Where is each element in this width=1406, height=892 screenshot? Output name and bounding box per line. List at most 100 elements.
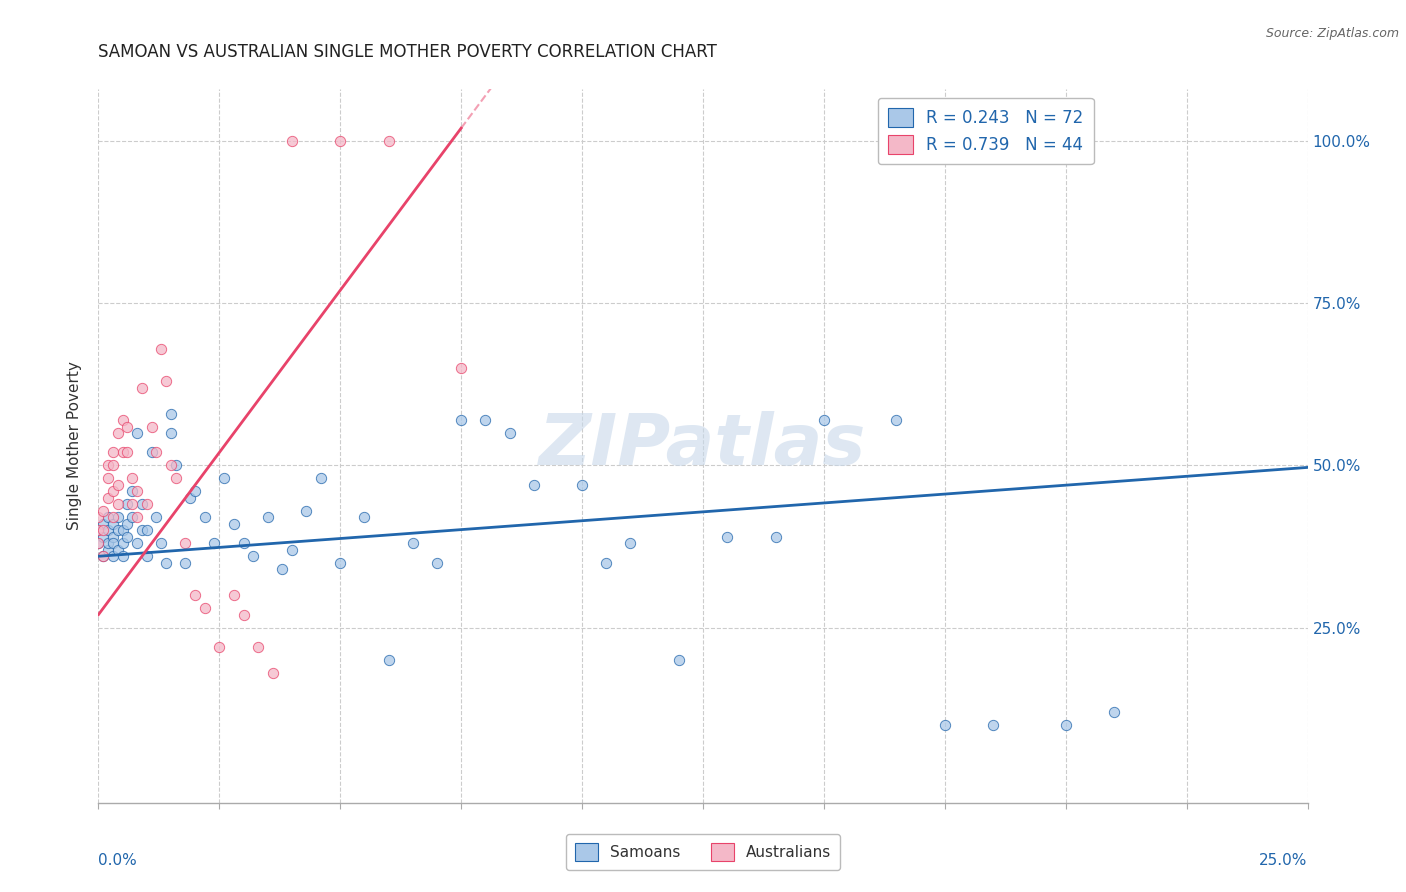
Point [91, 504, 114, 518]
Point [101, 536, 124, 550]
Point [981, 718, 1004, 732]
Point [117, 530, 139, 544]
Point [101, 516, 124, 531]
Point [247, 640, 270, 654]
Point [232, 536, 254, 550]
Text: SAMOAN VS AUSTRALIAN SINGLE MOTHER POVERTY CORRELATION CHART: SAMOAN VS AUSTRALIAN SINGLE MOTHER POVER… [98, 43, 717, 61]
Point [101, 530, 124, 544]
Point [281, 542, 304, 557]
Point [121, 484, 143, 499]
Point [1102, 705, 1125, 719]
Point [402, 536, 425, 550]
Point [101, 484, 124, 499]
Point [595, 556, 617, 570]
Point [107, 425, 129, 440]
Point [232, 607, 254, 622]
Text: 0.0%: 0.0% [98, 853, 138, 868]
Point [184, 588, 207, 602]
Point [174, 536, 197, 550]
Point [174, 556, 197, 570]
Point [121, 510, 143, 524]
Point [101, 549, 124, 564]
Point [450, 361, 472, 376]
Point [107, 510, 129, 524]
Point [523, 478, 546, 492]
Point [87, 510, 110, 524]
Point [121, 471, 143, 485]
Point [155, 374, 177, 388]
Point [97, 471, 120, 485]
Point [107, 478, 129, 492]
Y-axis label: Single Mother Poverty: Single Mother Poverty [67, 361, 83, 531]
Point [242, 549, 264, 564]
Point [256, 510, 278, 524]
Point [145, 510, 167, 524]
Point [107, 497, 129, 511]
Point [426, 556, 449, 570]
Point [281, 134, 304, 148]
Point [111, 549, 134, 564]
Point [91, 530, 114, 544]
Point [262, 666, 284, 681]
Point [160, 458, 183, 473]
Point [101, 445, 124, 459]
Point [212, 471, 235, 485]
Point [934, 718, 956, 732]
Point [165, 471, 187, 485]
Point [450, 413, 472, 427]
Point [111, 445, 134, 459]
Point [179, 491, 201, 505]
Point [329, 134, 352, 148]
Point [571, 478, 593, 492]
Point [160, 407, 183, 421]
Point [131, 497, 153, 511]
Point [765, 530, 787, 544]
Point [87, 536, 110, 550]
Text: Source: ZipAtlas.com: Source: ZipAtlas.com [1265, 27, 1399, 40]
Point [97, 510, 120, 524]
Point [165, 458, 187, 473]
Point [127, 484, 149, 499]
Point [97, 491, 120, 505]
Point [135, 497, 157, 511]
Point [160, 425, 183, 440]
Point [117, 497, 139, 511]
Point [101, 510, 124, 524]
Point [87, 536, 110, 550]
Point [150, 536, 173, 550]
Point [87, 524, 110, 538]
Point [716, 530, 738, 544]
Point [329, 556, 352, 570]
Point [91, 516, 114, 531]
Text: ZIPatlas: ZIPatlas [540, 411, 866, 481]
Point [1054, 718, 1077, 732]
Point [135, 549, 157, 564]
Point [117, 516, 139, 531]
Point [91, 549, 114, 564]
Point [91, 524, 114, 538]
Text: 25.0%: 25.0% [1260, 853, 1308, 868]
Point [150, 342, 173, 356]
Point [208, 640, 231, 654]
Point [117, 445, 139, 459]
Point [141, 419, 163, 434]
Point [91, 549, 114, 564]
Point [111, 413, 134, 427]
Point [97, 524, 120, 538]
Point [111, 536, 134, 550]
Point [474, 413, 496, 427]
Point [271, 562, 294, 576]
Point [141, 445, 163, 459]
Point [353, 510, 375, 524]
Point [111, 524, 134, 538]
Point [131, 381, 153, 395]
Point [97, 536, 120, 550]
Point [377, 653, 399, 667]
Point [97, 458, 120, 473]
Point [295, 504, 318, 518]
Point [107, 542, 129, 557]
Point [498, 425, 520, 440]
Point [97, 542, 120, 557]
Point [121, 497, 143, 511]
Point [619, 536, 641, 550]
